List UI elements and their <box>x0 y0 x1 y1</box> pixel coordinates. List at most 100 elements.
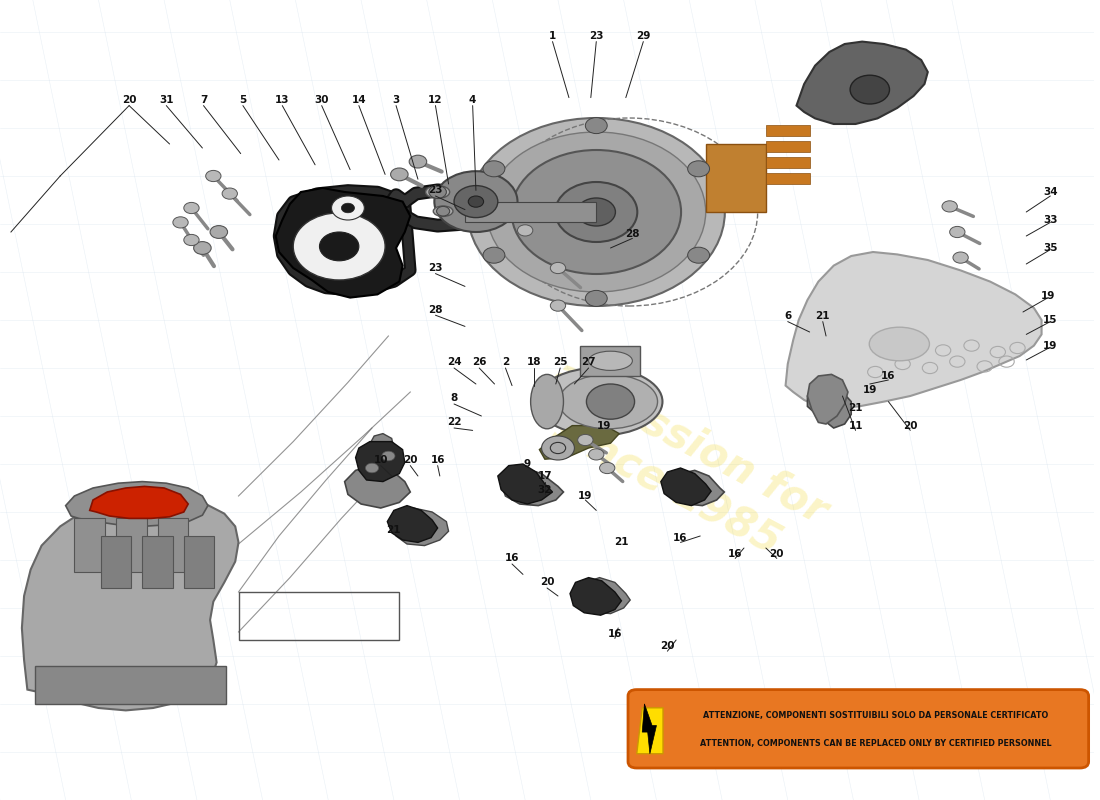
Circle shape <box>454 186 498 218</box>
Polygon shape <box>578 578 630 614</box>
Text: 35: 35 <box>1043 243 1057 253</box>
Circle shape <box>588 449 604 460</box>
Bar <box>75 518 104 572</box>
Text: 16: 16 <box>607 629 623 638</box>
Polygon shape <box>66 482 208 526</box>
Circle shape <box>541 436 574 460</box>
Polygon shape <box>661 468 712 506</box>
Polygon shape <box>785 252 1042 408</box>
Circle shape <box>409 155 427 168</box>
Bar <box>766 157 810 168</box>
Polygon shape <box>387 506 438 542</box>
Circle shape <box>365 463 378 473</box>
Text: 21: 21 <box>815 311 830 321</box>
Bar <box>766 141 810 152</box>
Circle shape <box>341 203 354 213</box>
Text: a passion for
since 1985: a passion for since 1985 <box>522 353 834 575</box>
Circle shape <box>294 213 385 280</box>
Bar <box>706 144 766 212</box>
Text: 19: 19 <box>1043 341 1057 350</box>
Polygon shape <box>539 426 619 459</box>
Polygon shape <box>392 508 449 546</box>
Text: 23: 23 <box>428 263 442 273</box>
Circle shape <box>949 226 965 238</box>
Text: 28: 28 <box>428 306 442 315</box>
Text: 10: 10 <box>374 455 388 465</box>
Polygon shape <box>276 188 410 298</box>
Text: 9: 9 <box>524 459 531 469</box>
Circle shape <box>517 225 532 236</box>
Polygon shape <box>344 466 410 508</box>
Circle shape <box>382 451 395 461</box>
Text: 19: 19 <box>597 421 612 430</box>
Circle shape <box>953 252 968 263</box>
Text: 29: 29 <box>636 31 650 41</box>
Circle shape <box>578 434 593 446</box>
Text: 28: 28 <box>625 229 639 238</box>
Polygon shape <box>355 442 405 482</box>
Text: 34: 34 <box>1043 187 1057 197</box>
Text: 20: 20 <box>903 421 917 430</box>
Polygon shape <box>796 42 927 124</box>
Ellipse shape <box>487 132 706 292</box>
Text: 21: 21 <box>614 538 629 547</box>
Text: 12: 12 <box>428 95 442 105</box>
Circle shape <box>483 161 505 177</box>
Ellipse shape <box>578 198 615 226</box>
Text: 20: 20 <box>660 642 674 651</box>
Text: 25: 25 <box>553 357 568 366</box>
Text: 18: 18 <box>527 357 541 366</box>
Bar <box>465 202 596 222</box>
Circle shape <box>184 202 199 214</box>
Ellipse shape <box>869 327 929 361</box>
Circle shape <box>688 161 710 177</box>
Circle shape <box>434 171 517 232</box>
Bar <box>766 173 810 184</box>
Text: 13: 13 <box>275 95 289 105</box>
Text: 16: 16 <box>430 455 444 465</box>
Text: 19: 19 <box>862 386 877 395</box>
Circle shape <box>600 462 615 474</box>
Ellipse shape <box>537 368 662 435</box>
Text: 19: 19 <box>1041 291 1055 301</box>
Circle shape <box>550 262 565 274</box>
Text: 27: 27 <box>581 357 596 366</box>
Text: 6: 6 <box>784 311 791 321</box>
Text: ATTENTION, COMPONENTS CAN BE REPLACED ONLY BY CERTIFIED PERSONNEL: ATTENTION, COMPONENTS CAN BE REPLACED ON… <box>701 738 1052 748</box>
Text: 30: 30 <box>315 95 329 105</box>
Polygon shape <box>498 464 552 504</box>
Circle shape <box>222 188 238 199</box>
Circle shape <box>586 384 635 419</box>
Polygon shape <box>642 704 657 754</box>
Text: 23: 23 <box>588 31 604 41</box>
Text: 16: 16 <box>505 554 519 563</box>
Circle shape <box>206 170 221 182</box>
Circle shape <box>469 196 484 207</box>
Text: 20: 20 <box>540 578 554 587</box>
Ellipse shape <box>559 374 658 429</box>
Circle shape <box>319 232 359 261</box>
Text: 14: 14 <box>352 95 366 105</box>
Text: 24: 24 <box>447 357 461 366</box>
Circle shape <box>184 234 199 246</box>
Circle shape <box>850 75 890 104</box>
Text: 3: 3 <box>393 95 399 105</box>
Ellipse shape <box>426 186 450 198</box>
Text: 20: 20 <box>122 95 136 105</box>
Circle shape <box>194 242 211 254</box>
Bar <box>766 125 810 136</box>
Bar <box>101 536 131 588</box>
Polygon shape <box>22 496 239 710</box>
Bar <box>116 518 146 572</box>
Bar <box>142 536 173 588</box>
Ellipse shape <box>588 351 632 370</box>
Circle shape <box>390 168 408 181</box>
Polygon shape <box>90 486 188 518</box>
Polygon shape <box>570 578 622 615</box>
Text: 16: 16 <box>881 371 895 381</box>
Text: 31: 31 <box>160 95 174 105</box>
Circle shape <box>429 186 447 198</box>
Ellipse shape <box>468 118 725 306</box>
Ellipse shape <box>433 206 453 217</box>
Circle shape <box>483 247 505 263</box>
